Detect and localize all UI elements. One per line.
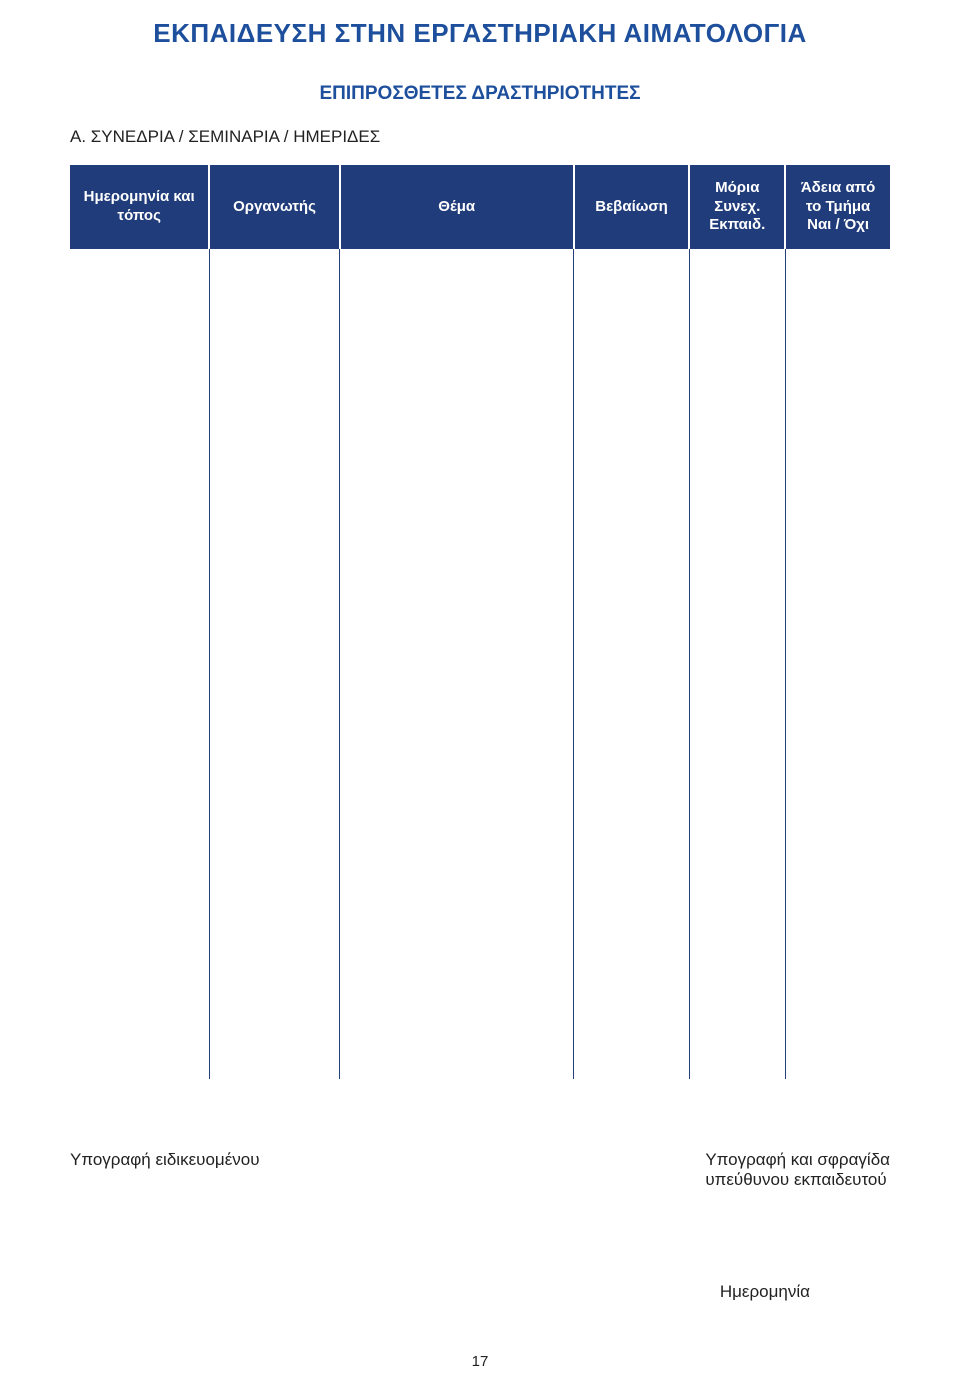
table-body — [70, 249, 890, 1079]
table-header-cell: Οργανωτής — [210, 165, 338, 249]
page-number: 17 — [0, 1353, 960, 1370]
page: ΕΚΠΑΙΔΕΥΣΗ ΣΤΗΝ ΕΡΓΑΣΤΗΡΙΑΚΗ ΑΙΜΑΤΟΛΟΓΙΑ… — [0, 0, 960, 1388]
date-label: Ημερομηνία — [720, 1282, 810, 1302]
table-body-column — [786, 249, 890, 1079]
signature-trainee-label: Υπογραφή ειδικευομένου — [70, 1150, 260, 1190]
signature-supervisor-line1: Υπογραφή και σφραγίδα — [705, 1150, 890, 1170]
table-header-cell: Θέμα — [341, 165, 573, 249]
page-subtitle: ΕΠΙΠΡΟΣΘΕΤΕΣ ΔΡΑΣΤΗΡΙΟΤΗΤΕΣ — [70, 83, 890, 105]
table-header-cell: Άδεια από το Τμήμα Ναι / Όχι — [786, 165, 890, 249]
signature-supervisor-line2: υπεύθυνου εκπαιδευτού — [705, 1170, 890, 1190]
table-body-column — [70, 249, 208, 1079]
table-header-row: Ημερομηνία και τόποςΟργανωτήςΘέμαΒεβαίωσ… — [70, 165, 890, 249]
table-body-column — [575, 249, 689, 1079]
table-body-column — [341, 249, 573, 1079]
table-header-cell: Ημερομηνία και τόπος — [70, 165, 208, 249]
signature-row: Υπογραφή ειδικευομένου Υπογραφή και σφρα… — [70, 1150, 890, 1190]
section-label: Α. ΣΥΝΕΔΡΙΑ / ΣΕΜΙΝΑΡΙΑ / ΗΜΕΡΙΔΕΣ — [70, 127, 890, 147]
table-header-cell: Βεβαίωση — [575, 165, 689, 249]
table-body-column — [690, 249, 784, 1079]
table-body-column — [210, 249, 338, 1079]
activities-table: Ημερομηνία και τόποςΟργανωτήςΘέμαΒεβαίωσ… — [70, 165, 890, 1079]
table-header-cell: Μόρια Συνεχ. Εκπαιδ. — [690, 165, 784, 249]
page-title: ΕΚΠΑΙΔΕΥΣΗ ΣΤΗΝ ΕΡΓΑΣΤΗΡΙΑΚΗ ΑΙΜΑΤΟΛΟΓΙΑ — [70, 18, 890, 49]
signature-supervisor-label: Υπογραφή και σφραγίδα υπεύθυνου εκπαιδευ… — [705, 1150, 890, 1190]
